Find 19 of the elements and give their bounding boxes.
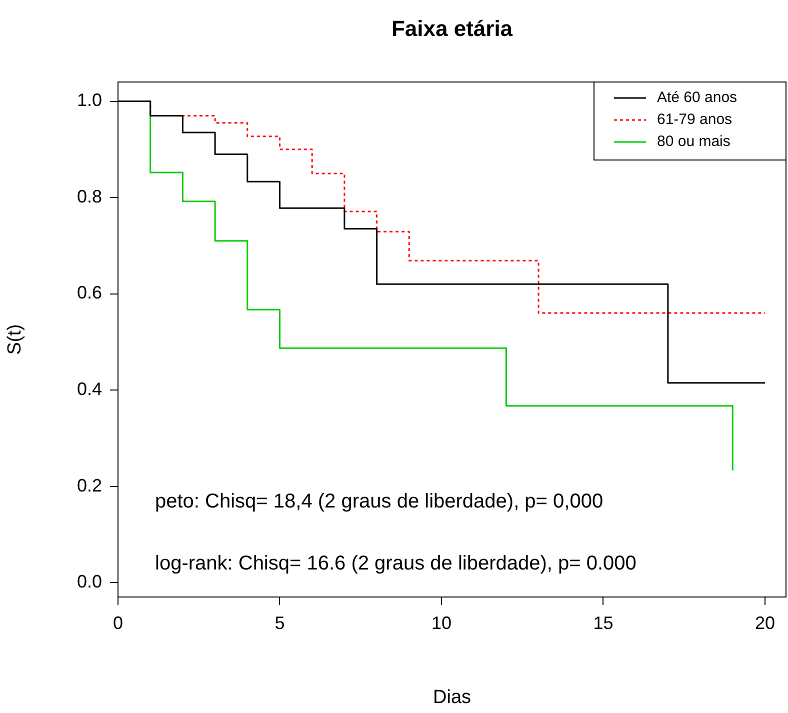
x-tick-label: 10 [431,612,452,633]
annotation: peto: Chisq= 18,4 (2 graus de liberdade), p= 0,000 [155,490,604,513]
chart-title: Faixa etária [391,16,514,42]
x-tick-label: 5 [274,612,285,633]
y-tick-label: 0.2 [76,475,102,496]
x-tick-label: 0 [112,612,124,633]
x-tick-label: 20 [754,612,775,633]
y-axis-title: S(t) [4,324,26,355]
legend-label: 80 ou mais [657,133,730,150]
y-tick-label: 0.0 [76,572,102,592]
y-tick-label: 0.6 [76,282,102,303]
legend-label: 61-79 anos [657,111,732,128]
y-tick-label: 0.8 [76,186,102,206]
y-tick-label: 1.0 [76,90,102,110]
annotation: log-rank: Chisq= 16.6 (2 graus de liberdade), p= 0.000 [155,552,636,575]
y-tick-label: 0.4 [76,379,102,400]
legend-label: Até 60 anos [657,89,738,106]
x-tick-label: 15 [593,612,614,633]
x-axis-title: Dias [432,686,472,708]
